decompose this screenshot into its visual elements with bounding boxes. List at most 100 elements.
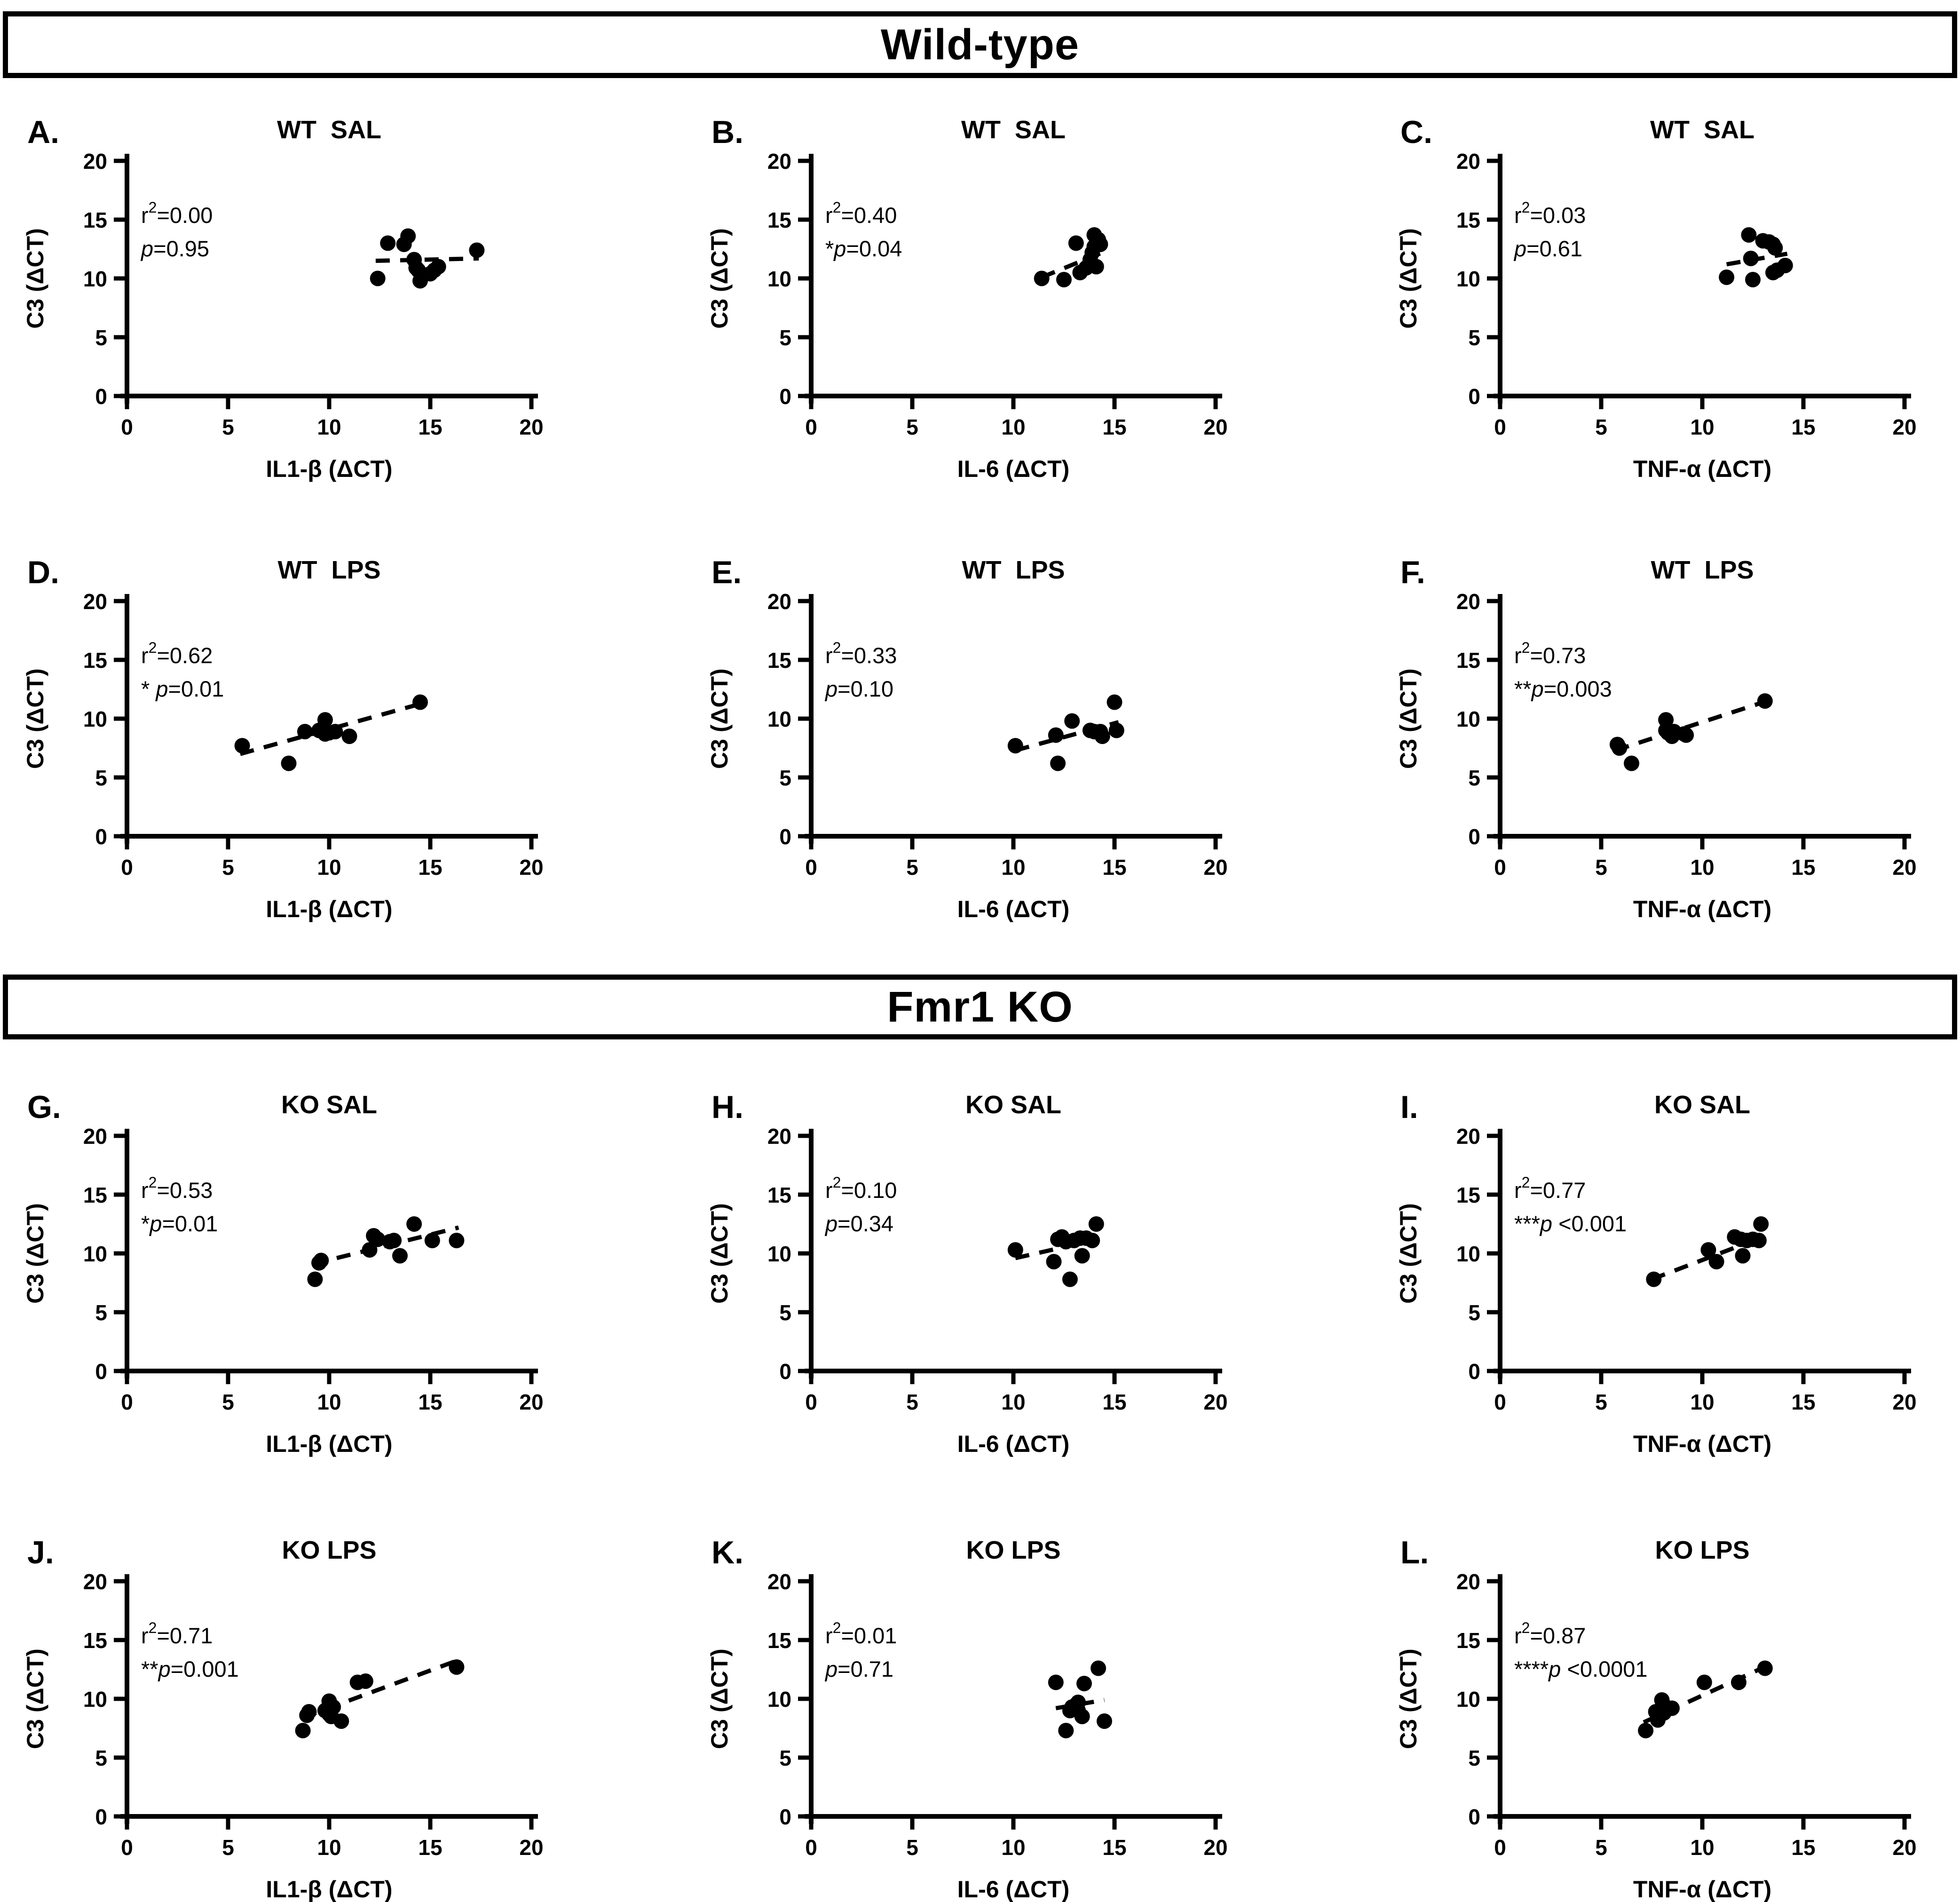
- panel-H: H. KO SAL 0 5 10 15 20 0 5 10 15 20 C3 (ΔCT) IL-6 (ΔC…: [706, 1089, 1228, 1457]
- y-tick-label: 10: [83, 267, 107, 291]
- y-tick-label: 5: [779, 766, 791, 790]
- x-tick-label: 0: [805, 855, 817, 880]
- y-tick-label: 5: [1468, 1300, 1480, 1325]
- panel-I: I. KO SAL 0 5 10 15 20 0 5 10 15 20 C3 (ΔCT) TNF-α (Δ…: [1395, 1089, 1917, 1457]
- y-axis-label: C3 (ΔCT): [22, 1648, 48, 1749]
- x-tick-label: 10: [1001, 415, 1025, 439]
- stats-r2: r2=0.87: [1514, 1619, 1586, 1648]
- x-tick-label: 20: [1203, 1390, 1227, 1414]
- x-tick-label: 15: [418, 1835, 442, 1860]
- panel-title: KO SAL: [965, 1091, 1061, 1119]
- y-tick-label: 10: [767, 1687, 791, 1712]
- stats-r2: r2=0.03: [1514, 199, 1586, 228]
- data-point: [1088, 1216, 1104, 1232]
- data-point: [1757, 1660, 1773, 1676]
- x-tick-label: 15: [1102, 855, 1126, 880]
- y-tick-label: 15: [1456, 208, 1480, 232]
- data-point: [1757, 693, 1773, 709]
- y-tick-label: 20: [767, 589, 791, 614]
- y-tick-label: 20: [767, 1124, 791, 1149]
- stats-r2: r2=0.77: [1514, 1174, 1586, 1203]
- panel-K: K. KO LPS 0 5 10 15 20 0 5 10 15 20 C3 (ΔCT) IL-6 (ΔC…: [706, 1535, 1228, 1902]
- data-point: [297, 724, 313, 739]
- x-tick-label: 0: [121, 1835, 133, 1860]
- data-point: [1735, 1248, 1751, 1264]
- y-tick-label: 15: [767, 1183, 791, 1207]
- data-point: [301, 1704, 317, 1720]
- y-tick-label: 10: [1456, 267, 1480, 291]
- x-tick-label: 0: [121, 1390, 133, 1414]
- x-axis-label: IL1-β (ΔCT): [266, 456, 392, 482]
- data-point: [1062, 1271, 1078, 1287]
- data-point: [392, 1248, 408, 1264]
- data-point: [295, 1723, 311, 1738]
- data-point: [1074, 1709, 1090, 1724]
- stats-p: p=0.95: [140, 236, 209, 261]
- x-tick-label: 5: [906, 1390, 918, 1414]
- y-tick-label: 0: [779, 824, 791, 849]
- x-tick-label: 10: [1690, 415, 1714, 439]
- data-point: [357, 1673, 373, 1689]
- y-tick-label: 0: [95, 384, 107, 409]
- x-tick-label: 10: [1001, 855, 1025, 880]
- stats-r2: r2=0.53: [141, 1174, 213, 1203]
- stats-p: ****p <0.0001: [1514, 1656, 1648, 1681]
- trend-line: [1015, 720, 1119, 753]
- y-tick-label: 10: [767, 267, 791, 291]
- y-tick-label: 0: [1468, 1359, 1480, 1384]
- data-point: [1638, 1723, 1654, 1738]
- panel-F: F. WT LPS 0 5 10 15 20 0 5 10 15 20 C3 (ΔCT) TNF-α (Δ…: [1395, 555, 1917, 922]
- panel-title: WT SAL: [277, 116, 381, 144]
- data-point: [325, 1699, 341, 1715]
- data-point: [406, 1216, 422, 1232]
- y-tick-label: 0: [779, 1359, 791, 1384]
- x-axis-label: IL-6 (ΔCT): [957, 1876, 1070, 1902]
- y-tick-label: 0: [95, 1805, 107, 1829]
- x-tick-label: 15: [418, 1390, 442, 1414]
- data-point: [341, 729, 357, 744]
- y-tick-label: 0: [1468, 824, 1480, 849]
- x-tick-label: 5: [222, 415, 234, 439]
- y-axis-label: C3 (ΔCT): [706, 668, 733, 769]
- x-tick-label: 0: [121, 415, 133, 439]
- x-tick-label: 10: [317, 1835, 341, 1860]
- x-tick-label: 0: [121, 855, 133, 880]
- y-tick-label: 0: [779, 384, 791, 409]
- x-axis-label: IL-6 (ΔCT): [957, 456, 1070, 482]
- x-tick-label: 15: [1791, 1390, 1815, 1414]
- x-tick-label: 0: [1494, 1390, 1506, 1414]
- x-tick-label: 20: [1892, 1835, 1916, 1860]
- panel-title: WT LPS: [278, 556, 381, 584]
- trend-line: [1614, 699, 1768, 753]
- data-point: [1696, 1674, 1712, 1690]
- section-header-wild-type: Wild-type: [3, 11, 1957, 78]
- y-tick-label: 20: [83, 1124, 107, 1149]
- x-tick-label: 0: [805, 1390, 817, 1414]
- y-tick-label: 5: [95, 1300, 107, 1325]
- x-tick-label: 20: [1892, 855, 1916, 880]
- panel-title: KO LPS: [966, 1536, 1060, 1564]
- x-tick-label: 20: [1203, 855, 1227, 880]
- y-tick-label: 15: [1456, 648, 1480, 673]
- x-axis-label: IL-6 (ΔCT): [957, 1431, 1070, 1457]
- data-point: [1753, 1216, 1769, 1232]
- data-point: [1084, 1233, 1100, 1248]
- panel-title: WT LPS: [1651, 556, 1754, 584]
- data-point: [449, 1233, 465, 1248]
- data-point: [1751, 1233, 1767, 1248]
- x-tick-label: 5: [906, 415, 918, 439]
- data-point: [1708, 1254, 1724, 1269]
- x-tick-label: 0: [1494, 1835, 1506, 1860]
- data-point: [1088, 259, 1104, 275]
- stats-p: *p=0.01: [141, 1211, 218, 1236]
- panel-title: KO LPS: [282, 1536, 376, 1564]
- data-point: [1048, 727, 1064, 743]
- panel-letter: C.: [1400, 114, 1432, 150]
- y-axis-label: C3 (ΔCT): [22, 1203, 48, 1304]
- stats-r2: r2=0.10: [825, 1174, 897, 1203]
- x-tick-label: 0: [1494, 415, 1506, 439]
- y-tick-label: 10: [1456, 1242, 1480, 1266]
- x-tick-label: 20: [1892, 1390, 1916, 1414]
- x-axis-label: TNF-α (ΔCT): [1633, 896, 1771, 922]
